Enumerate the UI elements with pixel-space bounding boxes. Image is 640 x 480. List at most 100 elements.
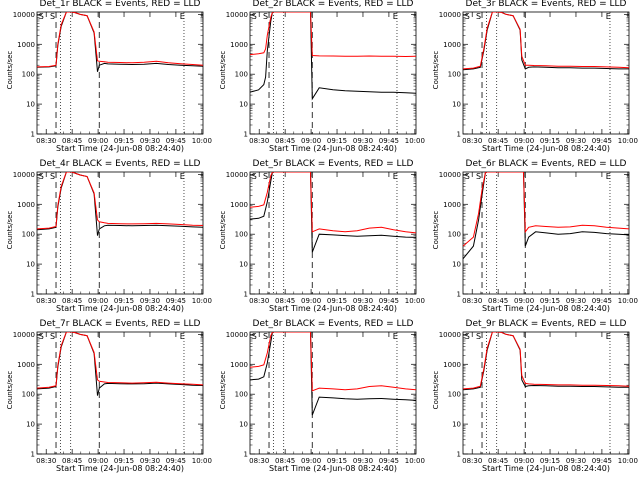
y-tick-label: 100: [235, 231, 248, 239]
lld-series-line: [37, 332, 203, 389]
interval-marker: S: [263, 172, 268, 181]
events-series-line: [37, 332, 203, 396]
plot-frame: [36, 11, 204, 135]
y-tick-label: 100: [448, 231, 461, 239]
x-tick-label: 09:15: [114, 457, 134, 465]
chart-plot: 1 10 100 1000 10000 08:30 08:45 09:00 09:15 09:30…: [13, 171, 212, 305]
x-tick-label: 09:00: [514, 137, 534, 145]
x-tick-label: 10:00: [405, 297, 425, 305]
detector-panel: Det_5r BLACK = Events, RED = LLD Counts/…: [213, 159, 426, 320]
x-tick-label: 08:45: [488, 137, 508, 145]
x-tick-label: 08:45: [62, 297, 82, 305]
plot-frame: [462, 331, 630, 455]
y-tick-label: 1000: [17, 41, 35, 49]
y-tick-label: 10: [452, 261, 461, 269]
interval-marker: E: [606, 332, 611, 341]
detector-panel: Det_2r BLACK = Events, RED = LLD Counts/…: [213, 0, 426, 160]
x-tick-label: 09:45: [166, 137, 186, 145]
y-tick-label: 10000: [226, 171, 248, 179]
lld-series-line: [463, 172, 629, 247]
x-tick-label: 09:45: [592, 457, 612, 465]
x-tick-label: 08:45: [275, 297, 295, 305]
lld-series-line: [37, 12, 203, 68]
y-tick-label: 10000: [439, 11, 461, 19]
x-axis-label: Start Time (24-Jun-08 08:24:40): [56, 464, 184, 473]
x-tick-label: 09:45: [379, 457, 399, 465]
y-tick-label: 100: [22, 231, 35, 239]
x-tick-label: 08:45: [275, 457, 295, 465]
x-tick-label: 09:30: [566, 297, 586, 305]
interval-marker: S: [50, 332, 55, 341]
chart-plot: 1 10 100 1000 10000 08:30 08:45 09:00 09:15 09:30…: [226, 171, 425, 305]
x-axis-label: Start Time (24-Jun-08 08:24:40): [269, 144, 397, 153]
x-tick-label: 09:30: [566, 137, 586, 145]
x-tick-label: 08:30: [249, 457, 269, 465]
x-tick-label: 09:15: [327, 297, 347, 305]
y-tick-label: 100: [448, 71, 461, 79]
y-tick-label: 10000: [13, 331, 35, 339]
y-tick-label: 1000: [17, 201, 35, 209]
lld-series-line: [250, 172, 416, 234]
lld-series-line: [250, 12, 416, 58]
events-series-line: [250, 172, 416, 253]
interval-marker: S: [50, 12, 55, 21]
x-tick-label: 09:30: [353, 297, 373, 305]
chart-plot: 1 10 100 1000 10000 08:30 08:45 09:00 09:15 09:30…: [13, 331, 212, 465]
y-tick-label: 1: [457, 131, 461, 139]
y-tick-label: 100: [235, 71, 248, 79]
x-axis-label: Start Time (24-Jun-08 08:24:40): [56, 144, 184, 153]
detector-panel: Det_8r BLACK = Events, RED = LLD Counts/…: [213, 319, 426, 480]
plot-frame: [249, 11, 417, 135]
x-tick-label: 09:30: [353, 457, 373, 465]
chart-title: Det_8r BLACK = Events, RED = LLD: [252, 319, 414, 329]
chart-title: Det_7r BLACK = Events, RED = LLD: [39, 319, 201, 329]
y-tick-label: 1000: [230, 41, 248, 49]
chart-title: Det_4r BLACK = Events, RED = LLD: [39, 159, 201, 169]
detector-panel: Det_1r BLACK = Events, RED = LLD Counts/…: [0, 0, 213, 160]
y-tick-label: 10000: [226, 11, 248, 19]
interval-marker: E: [180, 332, 185, 341]
x-axis-label: Start Time (24-Jun-08 08:24:40): [482, 304, 610, 313]
y-tick-label: 10: [26, 101, 35, 109]
y-tick-label: 10: [239, 101, 248, 109]
x-tick-label: 10:00: [405, 137, 425, 145]
x-axis-label: Start Time (24-Jun-08 08:24:40): [482, 464, 610, 473]
detector-panel: Det_6r BLACK = Events, RED = LLD Counts/…: [426, 159, 639, 320]
x-tick-label: 08:30: [462, 297, 482, 305]
y-tick-label: 1: [31, 451, 35, 459]
x-tick-label: 09:00: [514, 297, 534, 305]
events-series-line: [37, 172, 203, 236]
x-tick-label: 08:45: [62, 457, 82, 465]
events-series-line: [463, 332, 629, 391]
plot-frame: [249, 331, 417, 455]
x-tick-label: 10:00: [192, 137, 212, 145]
y-tick-label: 1: [457, 291, 461, 299]
x-tick-label: 09:15: [114, 137, 134, 145]
x-tick-label: 09:15: [540, 137, 560, 145]
y-tick-label: 1000: [443, 201, 461, 209]
y-tick-label: 10: [452, 101, 461, 109]
y-tick-label: 100: [448, 391, 461, 399]
plot-frame: [36, 171, 204, 295]
interval-marker: S: [252, 172, 257, 181]
y-tick-label: 1000: [230, 361, 248, 369]
x-tick-label: 08:30: [36, 137, 56, 145]
plot-frame: [462, 171, 630, 295]
x-tick-label: 09:00: [301, 137, 321, 145]
interval-marker: S: [476, 332, 481, 341]
chart-title: Det_1r BLACK = Events, RED = LLD: [39, 0, 201, 9]
y-tick-label: 10: [239, 421, 248, 429]
x-tick-label: 08:30: [462, 457, 482, 465]
x-tick-label: 10:00: [405, 457, 425, 465]
x-tick-label: 08:45: [488, 457, 508, 465]
chart-plot: 1 10 100 1000 10000 08:30 08:45 09:00 09:15 09:30…: [226, 11, 425, 145]
x-tick-label: 09:45: [379, 297, 399, 305]
lld-series-line: [37, 172, 203, 230]
y-tick-label: 10: [26, 421, 35, 429]
chart-plot: 1 10 100 1000 10000 08:30 08:45 09:00 09:15 09:30…: [13, 11, 212, 145]
y-tick-label: 10000: [439, 171, 461, 179]
x-tick-label: 08:45: [62, 137, 82, 145]
y-tick-label: 1: [457, 451, 461, 459]
y-tick-label: 10000: [439, 331, 461, 339]
x-tick-label: 09:15: [327, 137, 347, 145]
